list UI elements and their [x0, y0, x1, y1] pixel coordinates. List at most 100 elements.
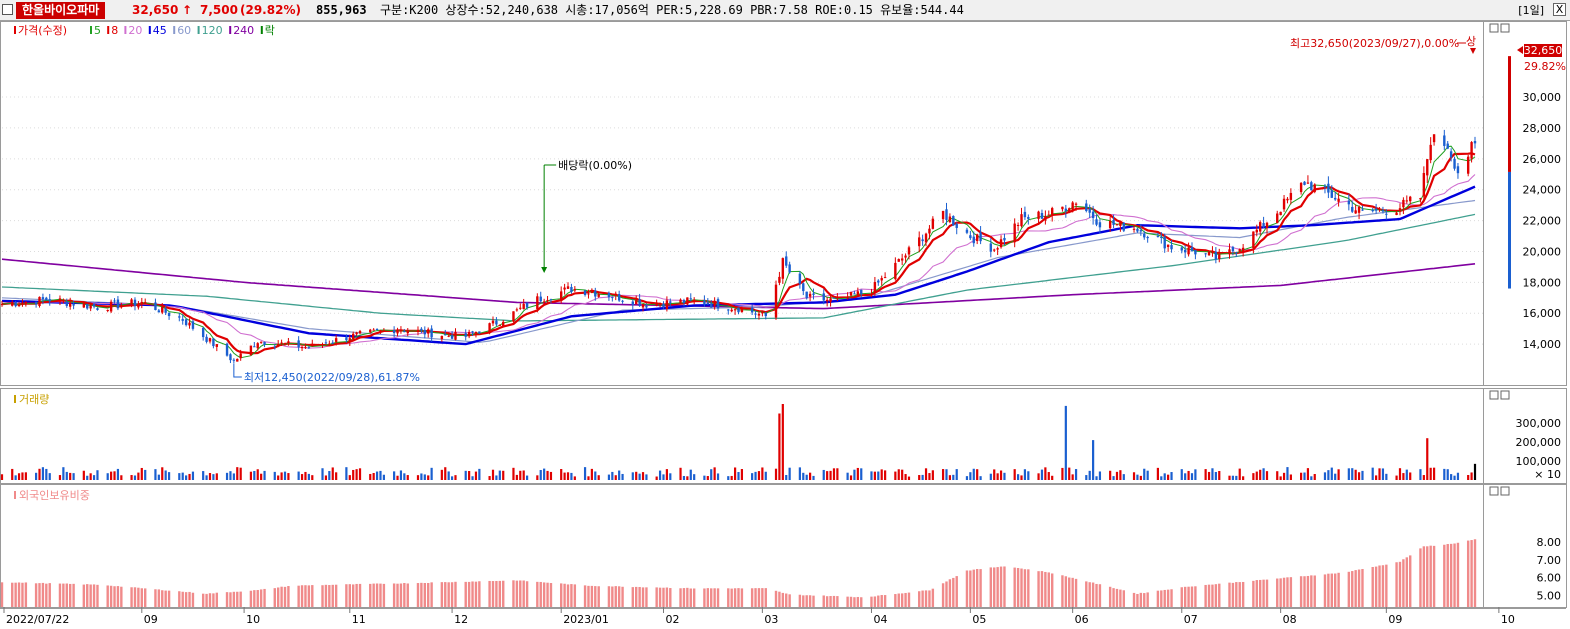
candle-body [655, 303, 658, 306]
volume-bar [549, 471, 553, 480]
foreign-ratio-bar [733, 588, 737, 607]
foreign-ratio-bar [259, 589, 263, 607]
volume-bar [1371, 467, 1374, 480]
period-selector[interactable]: [1일] [1518, 4, 1544, 17]
volume-bar [372, 472, 375, 480]
volume-bar [761, 467, 764, 480]
foreign-panel-maximize-icon[interactable] [1500, 486, 1510, 496]
volume-bar [280, 472, 283, 480]
candle-body [805, 291, 808, 299]
foreign-ratio-bar [236, 591, 239, 607]
volume-bar [1003, 472, 1006, 480]
volume-bar [904, 474, 907, 480]
foreign-ratio-bar [829, 596, 832, 607]
volume-bar [263, 470, 266, 480]
volume-bar [1470, 472, 1473, 480]
candle-body [467, 331, 471, 336]
volume-bar [1313, 473, 1316, 480]
candle-body [130, 299, 133, 304]
close-button[interactable]: X [1553, 3, 1566, 16]
candle-body [21, 302, 24, 305]
foreign-ratio-bar [21, 582, 24, 607]
foreign-ratio-bar [1108, 586, 1112, 607]
foreign-ratio-bar [454, 581, 457, 607]
volume-bar [713, 467, 716, 480]
foreign-ratio-bar [106, 585, 109, 607]
volume-bar [1279, 476, 1282, 480]
candle-body [300, 346, 304, 349]
foreign-ratio-bar [1190, 586, 1194, 607]
volume-bar [621, 473, 624, 480]
candle-body [1088, 208, 1091, 213]
stock-name[interactable]: 한올바이오파마 [16, 2, 106, 19]
volume-bar [573, 476, 576, 480]
x-tick-label: 11 [352, 613, 366, 626]
volume-bar [1074, 469, 1078, 480]
volume-bar [597, 475, 600, 480]
x-tick-label: 08 [1283, 613, 1297, 626]
volume-bar [822, 469, 825, 480]
volume-bar [924, 468, 928, 480]
candle-body [853, 293, 856, 295]
stock-chart[interactable]: 30,000 28,000 26,000 24,000 22,000 20,000 18,0… [0, 21, 1570, 629]
foreign-ratio-bar [212, 593, 215, 607]
candle-body [161, 306, 164, 313]
volume-bar [249, 471, 253, 480]
foreign-ratio-bar [1119, 589, 1122, 607]
volume-bar [1405, 469, 1408, 480]
foreign-ratio-bar [897, 593, 900, 607]
volume-bar [300, 474, 304, 480]
volume-bar [798, 467, 801, 480]
foreign-ratio-bar [597, 586, 600, 607]
candle-body [1047, 214, 1050, 216]
volume-bar [1453, 475, 1456, 480]
price-panel-minimize-icon[interactable] [1489, 23, 1499, 33]
volume-bar [587, 476, 590, 480]
x-tick-label: 05 [972, 613, 986, 626]
candle-body [1098, 222, 1102, 228]
foreign-ratio-bar [1289, 577, 1293, 607]
volume-bar [682, 475, 686, 480]
ma120-line [1, 213, 1476, 322]
volume-bar [283, 471, 287, 480]
foreign-ratio-bar [682, 588, 686, 607]
volume-bar [191, 471, 195, 480]
foreign-ratio-bar [788, 594, 791, 607]
volume-bar [543, 468, 546, 480]
volume-panel-minimize-icon[interactable] [1489, 390, 1499, 400]
candle-body [1136, 228, 1139, 232]
candle-body [590, 292, 594, 294]
price-panel-maximize-icon[interactable] [1500, 23, 1510, 33]
candle-body [754, 313, 757, 315]
foreign-ratio-bar [679, 588, 682, 607]
foreign-ratio-bar [1432, 545, 1436, 607]
volume-bar [618, 470, 621, 480]
foreign-ratio-bar [1023, 569, 1027, 607]
volume-panel-maximize-icon[interactable] [1500, 390, 1510, 400]
foreign-ratio-bar [65, 583, 68, 607]
select-checkbox[interactable] [2, 4, 13, 15]
price-panel[interactable] [0, 21, 1567, 386]
legend-swatch [124, 26, 127, 34]
candle-body [1050, 208, 1054, 216]
volume-bar [1088, 470, 1091, 480]
foreign-ratio-bar [1252, 580, 1255, 607]
candle-body [1160, 237, 1163, 239]
foreign-ratio-bar [1347, 571, 1351, 607]
candle-body [1156, 236, 1160, 238]
foreign-ratio-bar [853, 597, 856, 607]
volume-bar [369, 473, 372, 480]
current-price: 32,650 [132, 3, 179, 17]
foreign-ratio-bar [205, 593, 208, 607]
foreign-ratio-bar [1330, 573, 1333, 607]
foreign-ratio-bar [808, 595, 812, 607]
stock-header: 한올바이오파마 32,650 ↑ 7,500 (29.82%) 855,963 … [0, 0, 1570, 21]
candle-body [996, 248, 999, 250]
foreign-ratio-bar [583, 585, 587, 607]
candle-body [955, 223, 958, 228]
candle-body [798, 273, 802, 284]
foreign-ratio-bar [1214, 584, 1218, 607]
foreign-panel-minimize-icon[interactable] [1489, 486, 1499, 496]
volume-bar [1262, 468, 1265, 480]
foreign-ratio-bar [563, 583, 566, 607]
